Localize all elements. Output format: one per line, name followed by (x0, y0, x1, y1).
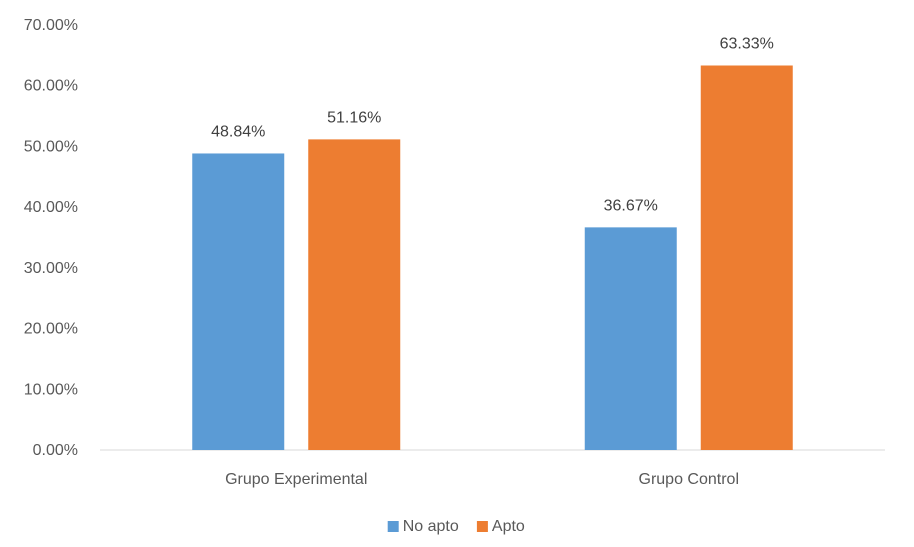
bar-no-apto (192, 153, 284, 450)
x-tick-label: Grupo Experimental (225, 471, 367, 488)
x-axis: Grupo Experimental Grupo Control (225, 471, 739, 488)
x-tick-label: Grupo Control (639, 471, 740, 488)
bar-apto (701, 65, 793, 450)
y-tick-label: 0.00% (33, 442, 78, 459)
legend-label: Apto (492, 518, 525, 535)
y-axis: 0.00% 10.00% 20.00% 30.00% 40.00% 50.00% 60.00… (24, 17, 78, 459)
bar-no-apto (585, 227, 677, 450)
data-labels: 48.84% 51.16% 36.67% 63.33% (211, 35, 774, 214)
y-tick-label: 70.00% (24, 17, 78, 34)
legend-swatch (388, 521, 399, 532)
data-label: 51.16% (327, 109, 381, 126)
y-tick-label: 10.00% (24, 381, 78, 398)
data-label: 48.84% (211, 123, 265, 140)
data-label: 63.33% (720, 35, 774, 52)
y-tick-label: 20.00% (24, 321, 78, 338)
data-label: 36.67% (604, 197, 658, 214)
legend-item-apto: Apto (477, 518, 525, 535)
y-tick-label: 60.00% (24, 78, 78, 95)
legend-item-no-apto: No apto (388, 518, 459, 535)
legend-label: No apto (403, 518, 459, 535)
y-tick-label: 40.00% (24, 199, 78, 216)
y-tick-label: 30.00% (24, 260, 78, 277)
legend: No apto Apto (388, 518, 525, 535)
legend-swatch (477, 521, 488, 532)
bars (192, 65, 793, 450)
bar-apto (308, 139, 400, 450)
y-tick-label: 50.00% (24, 138, 78, 155)
